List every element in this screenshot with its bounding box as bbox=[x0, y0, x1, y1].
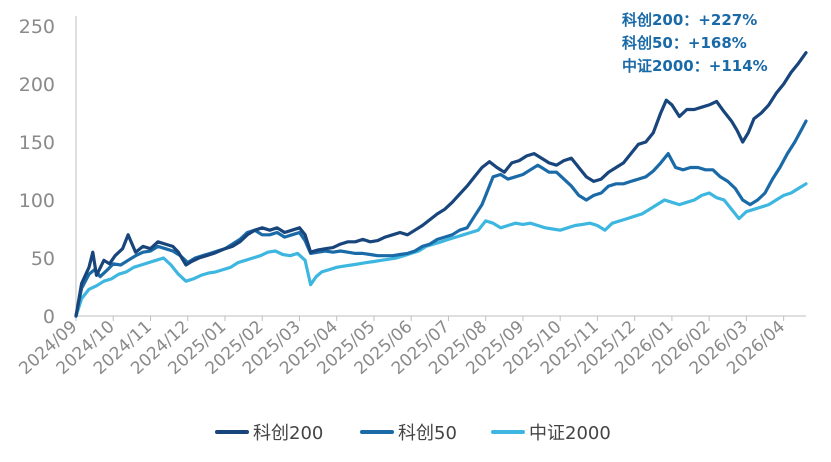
series-line-1 bbox=[74, 119, 808, 318]
series-layer bbox=[74, 51, 808, 318]
y-tick-label: 200 bbox=[19, 74, 55, 96]
x-axis: 2024/092024/102024/112024/122025/012025/… bbox=[15, 315, 806, 379]
y-tick-label: 150 bbox=[19, 132, 55, 154]
y-tick-label: 50 bbox=[31, 248, 55, 270]
series-line-2 bbox=[74, 182, 808, 318]
series-line-0 bbox=[74, 51, 808, 318]
legend: 科创200 科创50 中证2000 bbox=[215, 423, 611, 444]
y-tick-label: 0 bbox=[43, 306, 55, 328]
legend-label: 中证2000 bbox=[529, 423, 611, 444]
return-annotation: 中证2000：+114% bbox=[622, 57, 768, 75]
legend-label: 科创200 bbox=[253, 423, 323, 444]
y-axis: 0 50 100 150 200 250 bbox=[19, 16, 77, 328]
y-tick-label: 100 bbox=[19, 190, 55, 212]
return-annotation: 科创50：+168% bbox=[622, 34, 747, 52]
legend-label: 科创50 bbox=[398, 423, 457, 444]
return-annotation: 科创200：+227% bbox=[622, 11, 757, 29]
y-tick-label: 250 bbox=[19, 16, 55, 38]
annotation-layer: 科创200：+227% 科创50：+168% 中证2000：+114% bbox=[622, 11, 768, 75]
